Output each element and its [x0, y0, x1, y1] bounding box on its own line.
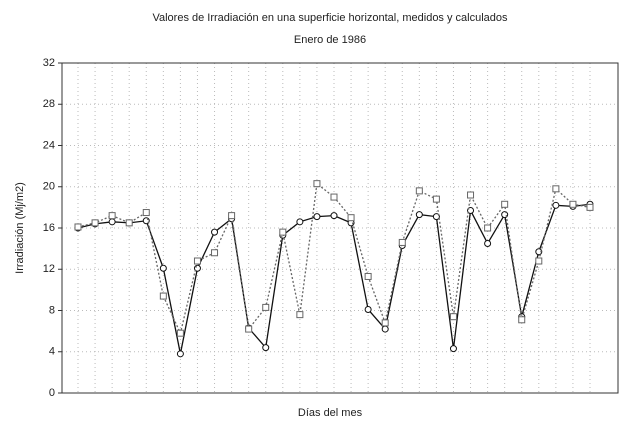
marker: [279, 228, 287, 236]
marker: [245, 325, 253, 333]
marker: [535, 248, 543, 256]
marker: [91, 219, 99, 227]
y-tick-label: 0: [49, 387, 55, 399]
marker: [193, 257, 201, 265]
y-axis-label: Irradiación (Mj/m2): [14, 182, 26, 274]
plot-frame: [61, 62, 619, 394]
marker: [211, 228, 219, 236]
marker: [364, 305, 372, 313]
marker: [552, 185, 560, 193]
marker: [586, 203, 594, 211]
marker: [467, 191, 475, 199]
marker: [108, 212, 116, 220]
marker: [432, 195, 440, 203]
marker: [108, 218, 116, 226]
x-axis-label: Días del mes: [298, 407, 363, 419]
marker: [569, 200, 577, 208]
marker: [313, 213, 321, 221]
marker: [159, 264, 167, 272]
marker: [484, 224, 492, 232]
marker: [415, 187, 423, 195]
y-tick-label: 4: [49, 346, 55, 358]
marker: [501, 200, 509, 208]
marker: [296, 311, 304, 319]
marker: [381, 319, 389, 327]
marker: [313, 180, 321, 188]
marker: [142, 209, 150, 217]
marker: [125, 219, 133, 227]
marker: [364, 272, 372, 280]
marker: [211, 249, 219, 257]
marker: [552, 201, 560, 209]
y-tick-label: 28: [43, 98, 55, 110]
marker: [535, 257, 543, 265]
marker: [330, 193, 338, 201]
marker: [262, 344, 270, 352]
marker: [296, 218, 304, 226]
y-tick-label: 24: [43, 139, 55, 151]
y-tick-label: 32: [43, 57, 55, 69]
marker: [518, 316, 526, 324]
y-tick-label: 12: [43, 263, 55, 275]
marker: [176, 329, 184, 337]
marker: [398, 238, 406, 246]
marker: [176, 350, 184, 358]
marker: [262, 303, 270, 311]
chart-title: Valores de Irradiación en una superficie…: [152, 12, 508, 24]
marker: [228, 212, 236, 220]
y-tick-label: 20: [43, 181, 55, 193]
y-tick-label: 16: [43, 222, 55, 234]
marker: [415, 211, 423, 219]
marker: [347, 214, 355, 222]
marker: [449, 345, 457, 353]
chart-subtitle: Enero de 1986: [294, 34, 366, 46]
marker: [74, 223, 82, 231]
marker: [484, 239, 492, 247]
marker: [432, 213, 440, 221]
y-tick-label: 8: [49, 304, 55, 316]
marker: [159, 292, 167, 300]
marker: [449, 313, 457, 321]
marker: [381, 325, 389, 333]
marker: [330, 212, 338, 220]
